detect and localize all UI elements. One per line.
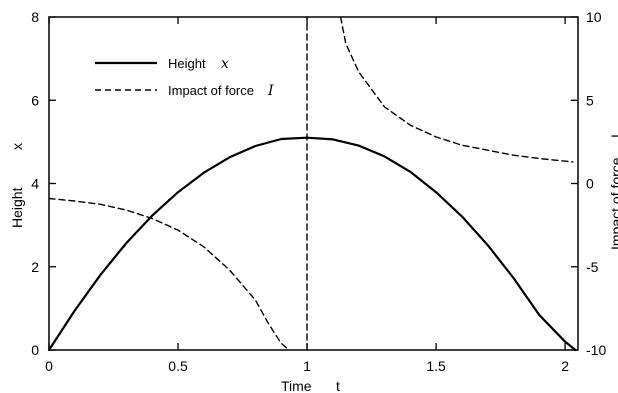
y2-tick-label: -10 xyxy=(586,342,606,358)
series-impact-line-left xyxy=(48,197,290,351)
y-axis-title: Height x xyxy=(9,143,25,228)
plot-frame xyxy=(48,16,579,351)
x-tick-label: 0 xyxy=(45,358,53,374)
y2-axis-label: Impact of force xyxy=(608,157,618,250)
legend-symbol-height: x xyxy=(221,56,229,72)
y-tick-label: 4 xyxy=(31,176,39,192)
x-tick-label: 0.5 xyxy=(168,358,188,374)
y2-axis-symbol: I xyxy=(608,134,618,138)
plot-border xyxy=(48,16,579,351)
y-axis-symbol: x xyxy=(9,143,25,150)
legend: Height x Impact of force I xyxy=(95,56,274,99)
series-layer xyxy=(47,16,577,352)
y-axis-label: Height xyxy=(9,187,25,228)
x-tick-label: 2 xyxy=(561,358,569,374)
legend-label-height: Height xyxy=(168,56,206,71)
x-axis-title: Time t xyxy=(281,378,340,393)
y2-axis-title: Impact of force I xyxy=(608,134,618,250)
y-tick-label: 8 xyxy=(31,9,39,25)
x-axis-label: Time xyxy=(281,378,312,393)
y2-tick-label: -5 xyxy=(586,259,599,275)
series-impact-line-right xyxy=(339,16,574,163)
x-tick-label: 1 xyxy=(303,358,311,374)
x-tick-label: 1.5 xyxy=(426,358,446,374)
y-axis-ticks: 0 2 4 6 8 xyxy=(31,9,56,358)
y-tick-label: 6 xyxy=(31,92,39,108)
y2-tick-label: 10 xyxy=(586,9,602,25)
x-axis-symbol: t xyxy=(336,378,340,393)
legend-symbol-impact: I xyxy=(267,83,274,99)
y2-tick-label: 5 xyxy=(586,92,594,108)
series-height-line xyxy=(47,136,577,352)
y2-axis-ticks: -10 -5 0 5 10 xyxy=(571,9,606,358)
legend-label-impact: Impact of force xyxy=(168,83,254,98)
y-tick-label: 2 xyxy=(31,259,39,275)
y2-tick-label: 0 xyxy=(586,176,594,192)
x-axis-ticks: 0 0.5 1 1.5 2 xyxy=(45,17,569,374)
y-tick-label: 0 xyxy=(31,342,39,358)
